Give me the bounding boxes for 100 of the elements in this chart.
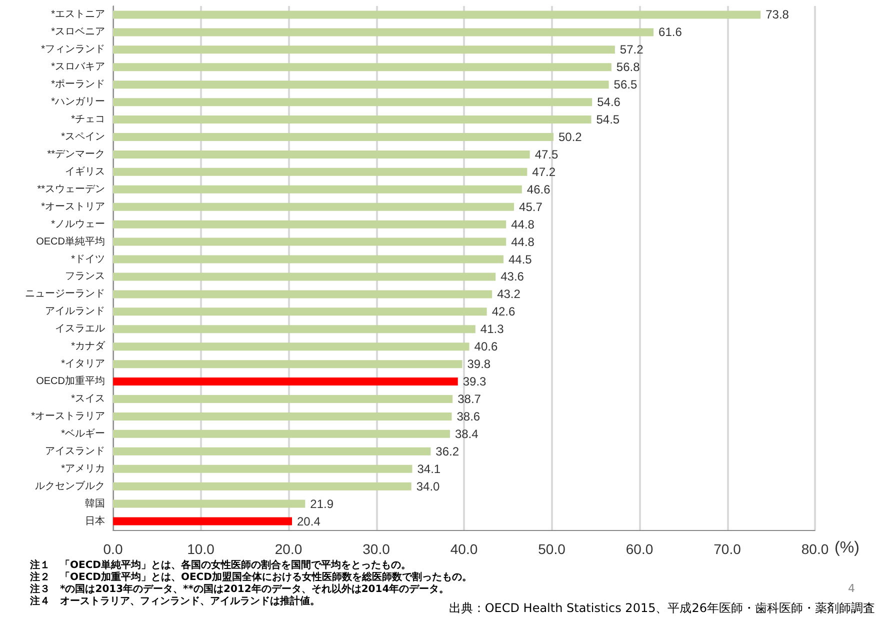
x-tick-label: 50.0 [538,541,566,557]
y-tick-label: ルクセンブルク [35,480,105,492]
data-label: 54.5 [596,112,620,127]
y-tick-label: *スイス [71,394,105,404]
bar [113,202,514,211]
bar [113,238,506,246]
y-tick-label: イスラエル [55,324,105,335]
data-label: 56.8 [616,60,640,74]
bar [113,412,452,420]
x-tick-label: 70.0 [714,541,742,557]
bar [113,308,487,316]
y-tick-label: OECD加重平均 [36,375,105,388]
x-tick-label: 40.0 [450,541,478,557]
data-label: 50.2 [558,130,582,144]
text: 注４ オーストラリア、フィンランド、アイルランドは推計値。 [30,596,320,607]
bar [113,255,504,264]
y-tick-label: OECD単純平均 [36,235,105,248]
y-tick-label: 日本 [85,514,105,527]
x-tick-label: 80.0 [801,541,829,557]
y-tick-label: イギリス [65,165,105,178]
x-tick-label: 10.0 [187,541,215,557]
data-label: 42.6 [492,304,516,319]
data-label: 57.2 [620,42,644,57]
bar [113,98,592,106]
data-label: 34.0 [416,479,440,494]
data-label: 36.2 [436,444,460,458]
bar [113,378,458,386]
data-label: 46.6 [526,182,551,196]
bar [113,290,492,298]
y-tick-label: *カナダ [71,340,106,352]
bar [113,395,453,403]
bar [113,482,412,490]
bar [113,272,496,281]
data-label: 44.5 [508,252,532,266]
data-label: 39.8 [467,357,491,372]
data-label: 47.2 [532,164,556,179]
text: 注１ 「OECD単純平均」とは、各国の女性医師の割合を国間で平均をとったもの。 [30,560,412,571]
bar [113,80,609,89]
y-tick-label: *ドイツ [71,254,105,265]
data-label: 41.3 [480,322,504,336]
data-label: 38.6 [456,409,480,424]
bar [113,10,761,19]
x-tick-label: 20.0 [274,541,302,557]
x-tick-label: 30.0 [362,541,390,557]
data-label: 61.6 [658,25,682,40]
data-label: 54.6 [597,95,621,110]
y-tick-label: アイルランド [45,306,105,318]
text: 4 [848,582,855,595]
data-label: 44.8 [511,217,535,232]
data-label: 44.8 [511,234,535,249]
x-tick-label: 60.0 [626,541,654,557]
y-tick-label: *イタリア [61,358,105,370]
y-tick-label: *オーストリア [41,201,105,212]
y-tick-label: アイスランド [45,446,105,457]
y-tick-label: *エストニア [51,9,105,20]
y-tick-label: **デンマーク [47,148,105,160]
data-label: 43.6 [500,270,524,284]
y-tick-label: *スロベニア [51,26,105,38]
y-tick-label: *オーストラリア [31,410,105,422]
source-note: 出典：OECD Health Statistics 2015、平成26年医師・歯科医師・薬剤師調査 [448,600,875,617]
bar [113,464,412,473]
data-label: 21.9 [310,496,334,511]
bar [113,63,612,72]
y-tick-label: *フィンランド [41,44,105,56]
y-tick-label: ニュージーランド [25,288,105,300]
bar [113,517,292,526]
data-label: 34.1 [417,462,441,476]
y-tick-label: フランス [65,271,105,282]
bar [113,116,592,124]
bar [113,500,306,508]
bar [113,360,462,368]
text: 注３ *の国は2013年のデータ、**の国は2012年のデータ、それ以外は2014年のデータ。 [30,584,450,595]
y-tick-label: 韓国 [85,497,105,510]
text: 注２ 「OECD加重平均」とは、OECD加盟国全体における女性医師数を総医師数で割ったもの。 [30,572,472,583]
x-tick-label: 0.0 [103,541,123,557]
data-label: 73.8 [766,8,790,22]
bar [113,168,528,176]
bar [113,133,554,141]
y-tick-label: **スウェーデン [37,184,105,195]
data-label: 20.4 [297,514,321,528]
data-label: 56.5 [614,78,638,92]
bar [113,46,615,54]
bar [113,185,522,194]
y-tick-label: *スペイン [61,132,105,142]
y-tick-label: *アメリカ [61,463,105,474]
x-axis-title: (%) [834,540,860,556]
data-label: 47.5 [534,147,558,162]
y-tick-label: *スロバキア [51,62,105,73]
y-tick-label: *ベルギー [61,427,105,440]
data-label: 43.2 [497,287,521,302]
bar [113,430,450,438]
data-label: 39.3 [462,374,487,389]
bar [113,342,470,351]
bar [113,325,476,334]
bar [113,447,431,456]
bar [113,220,506,228]
y-tick-label: *ポーランド [51,79,105,90]
y-tick-label: *チェコ [71,114,105,126]
data-label: 38.4 [454,426,479,441]
bar [113,150,530,158]
